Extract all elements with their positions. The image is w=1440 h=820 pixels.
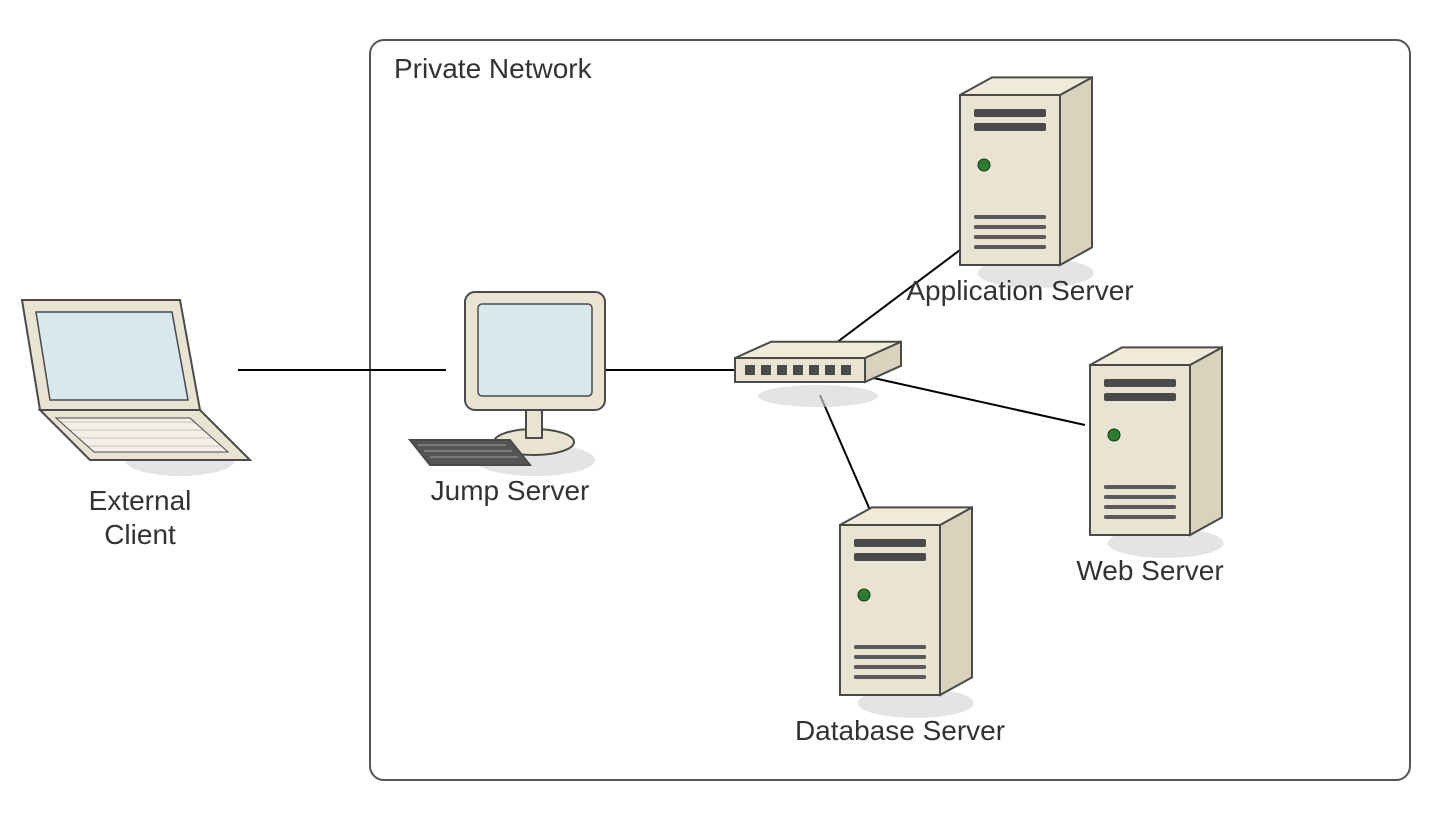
laptop-icon — [22, 300, 250, 476]
database-server-node: Database Server — [795, 507, 1005, 746]
web-server-label: Web Server — [1076, 555, 1223, 586]
switch-icon — [735, 342, 901, 407]
application-server-label: Application Server — [906, 275, 1133, 306]
server-icon — [840, 507, 974, 718]
web-server-node: Web Server — [1076, 347, 1223, 586]
edge-switch-db_server — [820, 395, 870, 510]
server-icon — [1090, 347, 1224, 558]
database-server-label: Database Server — [795, 715, 1005, 746]
desktop-icon — [410, 292, 605, 476]
jump-server-node: Jump Server — [410, 292, 605, 506]
private-network-label: Private Network — [394, 53, 593, 84]
external-client-node: ExternalClient — [22, 300, 250, 550]
jump-server-label: Jump Server — [431, 475, 590, 506]
server-icon — [960, 77, 1094, 288]
external-client-label-2: Client — [104, 519, 176, 550]
switch-node — [735, 342, 901, 407]
application-server-node: Application Server — [906, 77, 1133, 306]
external-client-label-1: External — [89, 485, 192, 516]
edge-switch-web_server — [860, 375, 1085, 425]
